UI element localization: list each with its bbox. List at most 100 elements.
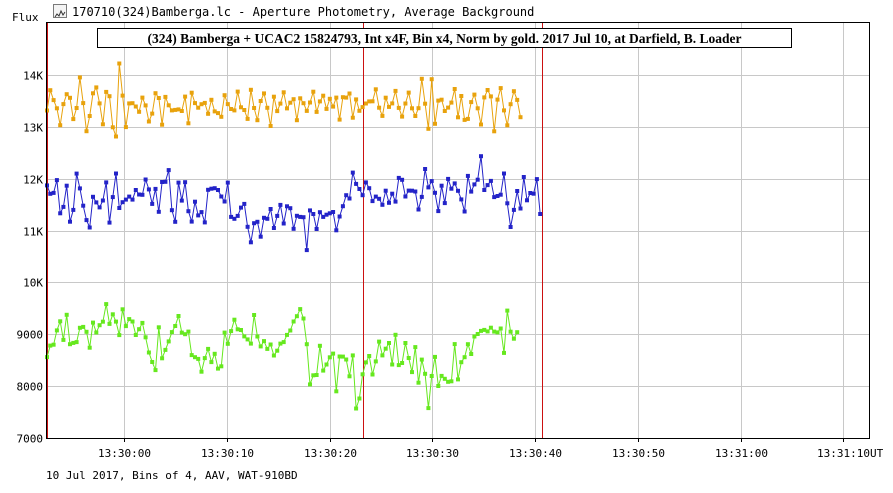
- data-point: [475, 106, 480, 111]
- data-point: [163, 94, 168, 99]
- data-point: [255, 118, 260, 123]
- data-point: [61, 204, 66, 209]
- data-point: [465, 342, 470, 347]
- data-point: [281, 90, 286, 95]
- data-point: [317, 343, 322, 348]
- data-point: [298, 214, 303, 219]
- data-point: [508, 102, 513, 107]
- data-point: [433, 121, 437, 126]
- data-point: [488, 178, 493, 183]
- data-point: [294, 314, 299, 319]
- data-point: [301, 101, 306, 106]
- data-point: [400, 361, 405, 365]
- x-tick-label: 13:30:30: [406, 447, 459, 460]
- data-point: [498, 86, 503, 91]
- data-point: [377, 196, 382, 201]
- data-point: [357, 396, 362, 401]
- data-point: [291, 319, 296, 324]
- data-point: [278, 341, 283, 346]
- plot-frame: [46, 22, 870, 439]
- data-point: [357, 187, 362, 191]
- data-point: [482, 95, 487, 100]
- data-point: [127, 317, 132, 322]
- data-point: [87, 225, 92, 230]
- y-tick-label: 9000: [17, 329, 44, 342]
- data-point: [285, 204, 289, 209]
- data-point: [331, 104, 336, 109]
- data-point: [179, 330, 184, 335]
- data-point: [469, 189, 474, 194]
- data-point: [406, 90, 411, 95]
- data-point: [298, 307, 303, 312]
- data-point: [288, 206, 293, 211]
- data-point: [334, 228, 339, 233]
- data-point: [377, 339, 382, 344]
- data-point: [232, 317, 237, 322]
- data-point: [252, 313, 257, 317]
- data-point: [311, 89, 316, 94]
- data-point: [91, 194, 95, 199]
- data-point: [278, 101, 283, 106]
- data-point: [74, 340, 79, 345]
- data-point: [462, 355, 467, 360]
- data-point: [84, 218, 89, 223]
- data-point: [97, 205, 102, 210]
- data-point: [156, 325, 161, 330]
- data-point: [77, 325, 82, 330]
- data-point: [298, 96, 303, 101]
- data-point: [314, 227, 319, 231]
- data-point: [81, 203, 86, 208]
- data-point: [373, 87, 378, 92]
- y-tick-label: 11K: [23, 226, 43, 239]
- data-point: [380, 113, 385, 118]
- data-point: [449, 379, 454, 384]
- data-point: [472, 334, 477, 339]
- data-point: [54, 106, 59, 111]
- data-point: [262, 339, 266, 344]
- data-point: [225, 102, 230, 107]
- data-point: [482, 188, 487, 192]
- data-point: [502, 108, 506, 113]
- data-point: [442, 376, 447, 381]
- data-point: [150, 201, 155, 206]
- data-point: [248, 341, 253, 346]
- data-point: [492, 195, 497, 200]
- data-point: [74, 106, 79, 110]
- grid: [47, 23, 869, 439]
- data-point: [239, 205, 243, 210]
- data-point: [130, 197, 135, 202]
- data-point: [219, 194, 224, 199]
- data-point: [416, 106, 421, 111]
- data-point: [110, 312, 115, 317]
- data-point: [271, 226, 276, 230]
- data-point: [396, 105, 401, 110]
- data-point: [64, 92, 69, 97]
- data-point: [140, 192, 145, 197]
- data-point: [393, 88, 398, 93]
- data-point: [179, 109, 184, 113]
- data-point: [419, 76, 424, 81]
- data-point: [189, 219, 194, 224]
- data-point: [410, 188, 414, 193]
- data-point: [456, 115, 460, 120]
- y-tick-label: 13K: [23, 122, 43, 135]
- data-point: [193, 199, 197, 204]
- data-point: [133, 333, 138, 337]
- data-point: [354, 181, 359, 186]
- data-point: [479, 328, 483, 333]
- data-point: [48, 343, 53, 348]
- data-point: [153, 368, 158, 373]
- data-point: [74, 171, 79, 176]
- data-point: [406, 188, 411, 193]
- data-point: [265, 216, 270, 221]
- data-point: [449, 186, 454, 191]
- data-point: [209, 186, 214, 191]
- data-point: [495, 194, 500, 198]
- data-point: [239, 328, 243, 332]
- data-point: [511, 207, 516, 212]
- data-point: [225, 180, 230, 185]
- data-point: [285, 332, 289, 337]
- data-point: [163, 347, 168, 352]
- data-point: [479, 154, 483, 159]
- data-point: [285, 106, 289, 111]
